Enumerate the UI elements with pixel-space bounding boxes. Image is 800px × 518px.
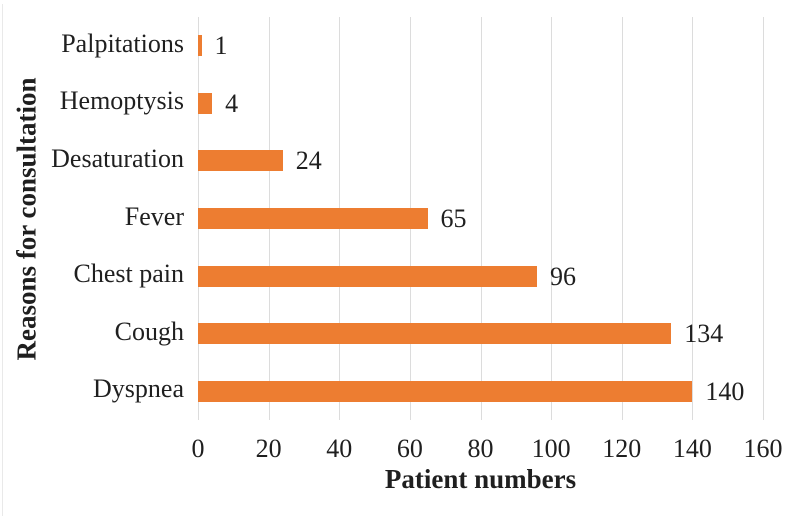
x-tick-label-80: 80 (467, 434, 494, 463)
x-tick-label-120: 120 (602, 434, 642, 463)
value-label-palpitations: 1 (214, 31, 228, 61)
value-label-dyspnea: 140 (705, 376, 745, 406)
bar-cough (198, 323, 672, 345)
bar-dyspnea (198, 380, 693, 402)
x-axis-title: Patient numbers (384, 464, 577, 494)
category-label-palpitations: Palpitations (61, 28, 184, 58)
category-label-cough: Cough (114, 316, 184, 346)
y-axis-category-labels: Palpitations Hemoptysis Desaturation Fever C… (0, 17, 184, 420)
category-label-hemoptysis: Hemoptysis (59, 86, 184, 116)
bar-desaturation (198, 150, 283, 172)
bar-hemoptysis (198, 92, 213, 114)
category-label-dyspnea: Dyspnea (93, 374, 184, 404)
x-tick-label-140: 140 (672, 434, 712, 463)
bar-fever (198, 208, 428, 229)
plot-area: 1 4 24 65 96 134 140 (198, 17, 764, 420)
x-tick-label-100: 100 (531, 434, 571, 463)
gridline-x-100 (551, 17, 553, 420)
bar-palpitations (198, 35, 202, 57)
value-label-fever: 65 (440, 204, 467, 233)
value-label-cough: 134 (684, 319, 724, 349)
x-tick-label-160: 160 (743, 434, 783, 463)
x-tick-label-60: 60 (396, 434, 423, 463)
category-label-desaturation: Desaturation (51, 143, 184, 173)
x-tick-label-20: 20 (255, 434, 282, 463)
figure-edge-line (2, 4, 3, 516)
x-tick-label-40: 40 (326, 434, 353, 463)
gridline-x-140 (692, 17, 694, 420)
value-label-hemoptysis: 4 (225, 88, 239, 118)
x-axis-tick-labels: 0 20 40 60 80 100 120 140 160 (192, 420, 783, 463)
value-label-chest-pain: 96 (550, 261, 576, 291)
value-label-desaturation: 24 (295, 146, 322, 176)
x-tick-label-0: 0 (191, 434, 205, 463)
category-label-fever: Fever (124, 201, 184, 231)
bar-chest-pain (198, 265, 537, 287)
gridline-x-160 (763, 17, 764, 420)
gridline-x-120 (621, 17, 623, 420)
gridline-x-80 (480, 17, 482, 420)
category-label-chest-pain: Chest pain (73, 259, 185, 289)
